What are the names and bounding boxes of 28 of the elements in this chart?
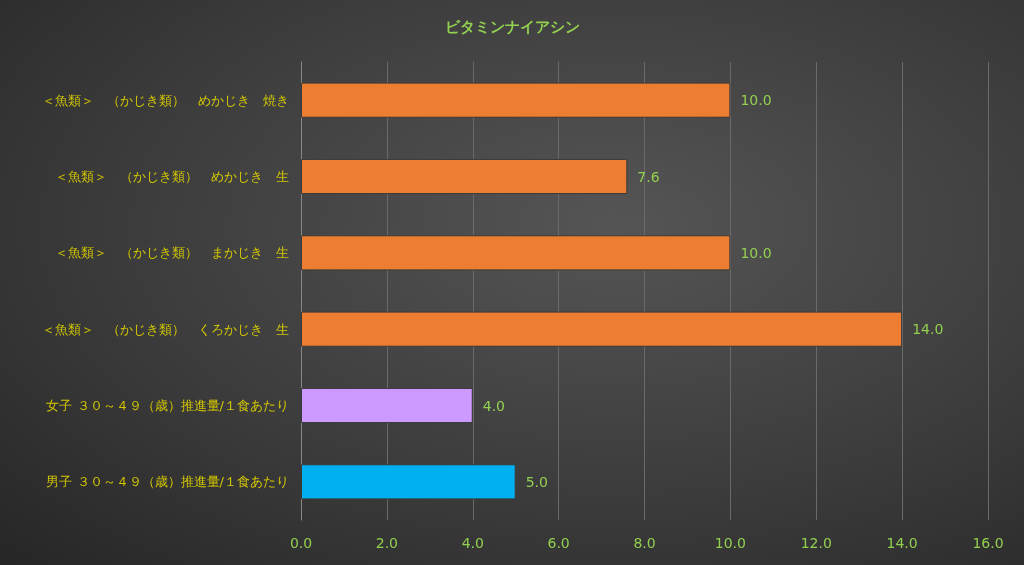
chart-title: ビタミンナイアシン [444,17,580,36]
x-tick-label: 8.0 [633,535,656,551]
y-tick-label: ＜魚類＞ （かじき類） まかじき 生 [55,245,289,261]
bar [301,235,731,271]
bar [301,387,473,424]
bar [301,311,903,347]
data-label: 14.0 [912,321,944,338]
x-tick-label: 0.0 [289,535,313,551]
y-tick-label: 女子 ３０～４９（歳）推進量/１食あたり [46,398,289,413]
data-label: 7.6 [637,168,660,185]
x-tick-label: 16.0 [972,535,1004,551]
x-tick-label: 6.0 [547,535,570,551]
x-tick-label: 10.0 [714,535,746,551]
data-label: 10.0 [740,244,772,261]
x-tick-label: 2.0 [375,535,399,551]
bar [301,82,731,118]
x-tick-label: 14.0 [886,535,918,551]
y-tick-label: ＜魚類＞ （かじき類） くろかじき 生 [42,321,289,337]
data-label: 4.0 [482,397,506,414]
data-label: 5.0 [525,473,548,490]
y-tick-label: 男子 ３０～４９（歳）推進量/１食あたり [46,474,289,490]
y-tick-label: ＜魚類＞ （かじき類） めかじき 焼き [42,92,289,108]
bar [301,158,628,195]
y-tick-label: ＜魚類＞ （かじき類） めかじき 生 [55,169,289,184]
x-tick-label: 12.0 [800,535,832,551]
data-label: 10.0 [740,92,772,109]
bar [301,464,516,500]
x-tick-label: 4.0 [461,535,484,551]
